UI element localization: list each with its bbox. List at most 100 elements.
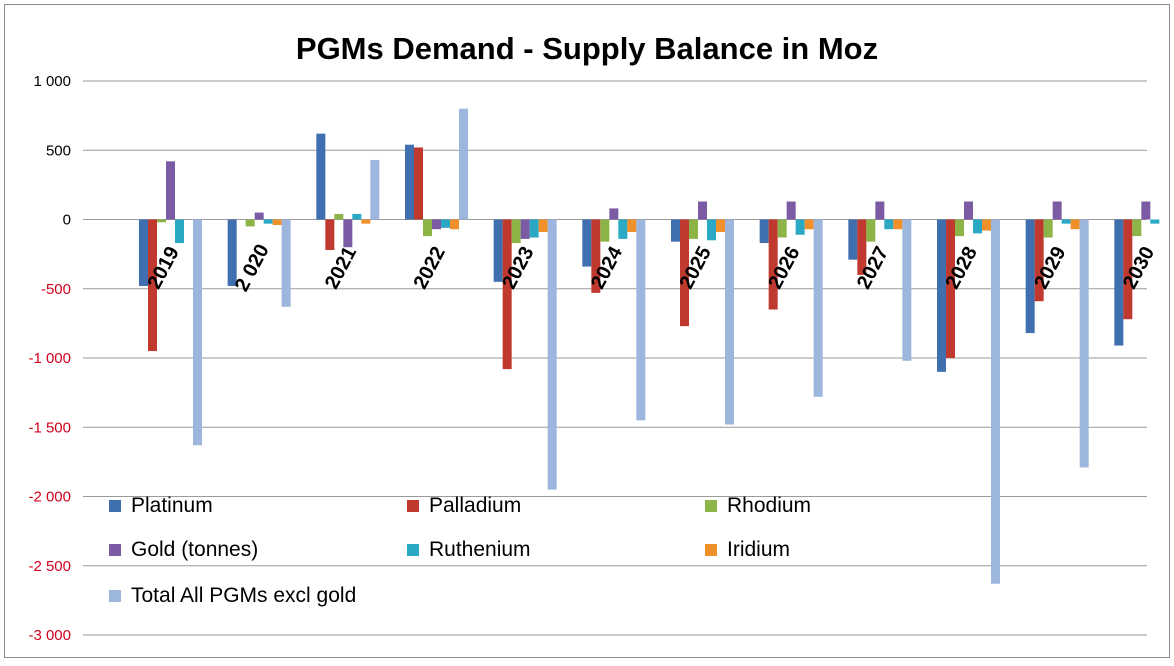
y-tick-label: 500: [46, 142, 71, 159]
bar-ruthenium-2027: [884, 219, 894, 230]
bar-platinum-2024: [582, 219, 592, 267]
chart-title: PGMs Demand - Supply Balance in Moz: [295, 31, 879, 66]
bar-platinum-2020: [227, 219, 237, 286]
bar-rhodium-2030: [1132, 219, 1142, 237]
bar-palladium-2024: [591, 219, 601, 293]
bar-rhodium-2024: [600, 219, 610, 242]
bar-total-all-pgms-excl-gold-2021: [370, 159, 380, 220]
legend-swatch: [407, 500, 419, 512]
legend: Platinum Palladium Rhodium Gold (tonnes) Rut…: [109, 494, 811, 607]
legend-item: Rhodium: [705, 494, 811, 517]
bar-platinum-2022: [405, 144, 414, 220]
bar-palladium-2023: [502, 219, 512, 370]
x-category-label: 2022: [410, 243, 450, 293]
bar-palladium-2030: [1123, 219, 1133, 320]
bar-palladium-2025: [680, 219, 689, 327]
legend-label: Gold (tonnes): [131, 538, 258, 561]
legend-swatch: [109, 590, 121, 602]
bar-platinum-2026: [759, 219, 769, 244]
bar-gold-tonnes-2024: [609, 208, 619, 220]
legend-item: Gold (tonnes): [109, 538, 258, 561]
bar-iridium-2029: [1070, 219, 1080, 230]
legend-swatch: [407, 544, 419, 556]
bar-palladium-2027: [857, 219, 867, 275]
legend-item: Palladium: [407, 494, 521, 517]
bar-palladium-2022: [414, 147, 423, 220]
bar-gold-tonnes-2029: [1052, 201, 1062, 220]
bar-palladium-2029: [1034, 219, 1044, 302]
legend-label: Iridium: [727, 538, 790, 561]
bar-platinum-2023: [493, 219, 503, 282]
bar-rhodium-2026: [777, 219, 787, 238]
bar-iridium-2021: [361, 219, 371, 224]
bar-iridium-2024: [627, 219, 637, 232]
bar-ruthenium-2021: [352, 213, 362, 220]
bar-ruthenium-2024: [618, 219, 628, 239]
bar-gold-tonnes-2020: [254, 212, 264, 220]
legend-label: Total All PGMs excl gold: [131, 584, 356, 607]
bar-gold-tonnes-2021: [343, 219, 353, 248]
bar-gold-tonnes-2023: [520, 219, 530, 239]
legend-label: Rhodium: [727, 494, 811, 517]
bar-rhodium-2021: [334, 213, 344, 220]
bar-platinum-2029: [1025, 219, 1035, 334]
bar-rhodium-2029: [1043, 219, 1053, 238]
bar-ruthenium-2026: [795, 219, 805, 235]
legend-swatch: [109, 500, 121, 512]
bar-total-all-pgms-excl-gold-2029: [1079, 219, 1089, 468]
y-tick-label: 1 000: [33, 73, 71, 90]
bar-iridium-2027: [893, 219, 903, 230]
bar-palladium-2021: [325, 219, 335, 250]
bar-platinum-2019: [139, 219, 148, 286]
bar-ruthenium-2020: [263, 219, 273, 224]
legend-item: Ruthenium: [407, 538, 531, 561]
y-tick-label: -2 500: [28, 558, 71, 575]
bar-rhodium-2020: [245, 219, 255, 227]
legend-item: Platinum: [109, 494, 213, 517]
y-tick-label: -3 000: [28, 627, 71, 644]
bar-total-all-pgms-excl-gold-2023: [547, 219, 557, 490]
bar-platinum-2030: [1114, 219, 1124, 346]
bar-total-all-pgms-excl-gold-2019: [193, 219, 202, 446]
bar-platinum-2021: [316, 133, 326, 220]
bar-ruthenium-2029: [1061, 219, 1071, 224]
bar-iridium-2020: [272, 219, 282, 226]
legend-label: Platinum: [131, 494, 213, 517]
x-category-label: 2 020: [231, 241, 274, 296]
bar-rhodium-2019: [157, 219, 166, 223]
bar-ruthenium-2030: [1150, 219, 1160, 224]
bar-total-all-pgms-excl-gold-2024: [636, 219, 646, 421]
y-tick-label: -1 500: [28, 419, 71, 436]
legend-label: Ruthenium: [429, 538, 531, 561]
y-tick-label: -1 000: [28, 350, 71, 367]
bar-ruthenium-2025: [707, 219, 716, 241]
bar-total-all-pgms-excl-gold-2027: [902, 219, 912, 361]
bar-rhodium-2028: [955, 219, 964, 237]
y-axis-tick-labels: 1 000 500 0 -500 -1 000 -1 500 -2 000 -2 500 -3 …: [28, 73, 71, 644]
bar-gold-tonnes-2030: [1141, 201, 1151, 220]
bar-gold-tonnes-2025: [698, 201, 707, 220]
y-tick-label: -2 000: [28, 489, 71, 506]
bar-iridium-2025: [716, 219, 725, 232]
bar-ruthenium-2022: [441, 219, 450, 228]
bar-palladium-2026: [768, 219, 778, 310]
legend-label: Palladium: [429, 494, 521, 517]
legend-item: Iridium: [705, 538, 790, 561]
bar-iridium-2022: [450, 219, 459, 230]
chart-frame: PGMs Demand - Supply Balance in Moz 1 00…: [4, 4, 1170, 658]
bar-rhodium-2027: [866, 219, 876, 242]
legend-item: Total All PGMs excl gold: [109, 584, 356, 607]
category-labels: 2019 2 020 2021 2022 2023 2024 2025 2026 2027 202…: [144, 241, 1160, 296]
bar-total-all-pgms-excl-gold-2028: [991, 219, 1000, 584]
legend-swatch: [705, 500, 717, 512]
bar-gold-tonnes-2028: [964, 201, 973, 220]
bar-palladium-2028: [946, 219, 955, 358]
bar-ruthenium-2019: [175, 219, 184, 244]
bar-palladium-2019: [148, 219, 157, 352]
x-category-label: 2021: [321, 243, 361, 293]
legend-swatch: [109, 544, 121, 556]
bar-total-all-pgms-excl-gold-2026: [813, 219, 823, 397]
bar-total-all-pgms-excl-gold-2020: [281, 219, 291, 307]
legend-swatch: [705, 544, 717, 556]
bar-rhodium-2025: [689, 219, 698, 239]
